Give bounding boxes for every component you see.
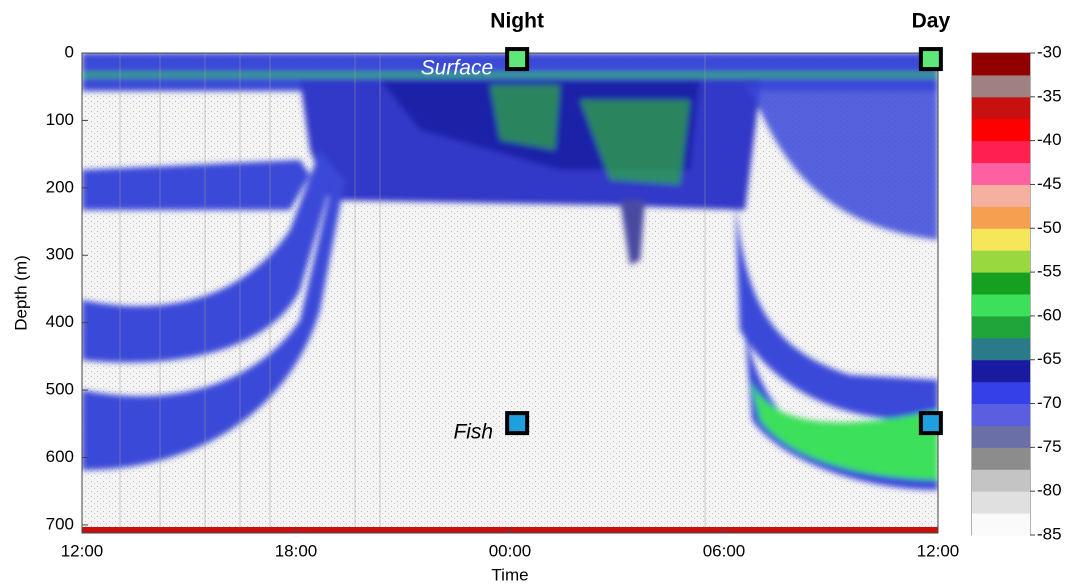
colorbar-swatch — [972, 513, 1030, 536]
colorbar-swatch — [972, 403, 1030, 426]
y-tick-label: 300 — [46, 245, 74, 264]
colorbar-tick-label: -40 — [1037, 130, 1062, 149]
colorbar-swatch — [972, 359, 1030, 383]
marker — [918, 47, 943, 72]
colorbar-swatch — [972, 469, 1030, 492]
colorbar-swatch — [972, 53, 1030, 76]
marker — [505, 47, 530, 72]
marker — [918, 411, 943, 436]
colorbar-swatch — [972, 272, 1030, 295]
colorbar-swatch — [972, 491, 1030, 514]
colorbar-tick-label: -80 — [1037, 481, 1062, 500]
colorbar-swatch — [972, 294, 1030, 317]
y-tick-label: 400 — [46, 312, 74, 331]
colorbar-tick-label: -45 — [1037, 174, 1062, 193]
x-tick-label: 06:00 — [703, 541, 746, 560]
colorbar-swatch — [972, 315, 1030, 339]
y-tick-label: 500 — [46, 380, 74, 399]
colorbar-tick-label: -65 — [1037, 349, 1062, 368]
colorbar-tick-label: -30 — [1037, 42, 1062, 61]
colorbar-swatch — [972, 206, 1030, 229]
colorbar-swatch — [972, 425, 1030, 448]
y-tick-label: 700 — [46, 514, 74, 533]
x-axis-label: Time — [491, 565, 528, 584]
y-tick-label: 200 — [46, 177, 74, 196]
colorbar-tick-label: -60 — [1037, 305, 1062, 324]
y-axis-label: Depth (m) — [11, 255, 30, 331]
colorbar-tick-label: -55 — [1037, 262, 1062, 281]
colorbar-tick-label: -75 — [1037, 437, 1062, 456]
colorbar-swatch — [972, 162, 1030, 185]
x-tick-label: 12:00 — [61, 541, 104, 560]
marker — [505, 411, 530, 436]
echogram-image — [82, 53, 938, 533]
y-tick-label: 600 — [46, 447, 74, 466]
colorbar-swatch — [972, 228, 1030, 251]
period-label: Day — [912, 10, 951, 33]
colorbar-swatch — [972, 447, 1030, 470]
colorbar-tick-label: -70 — [1037, 393, 1062, 412]
x-tick-label: 18:00 — [275, 541, 318, 560]
colorbar-swatch — [972, 74, 1030, 98]
marker-label: Surface — [421, 57, 493, 80]
colorbar-tick-label: -50 — [1037, 218, 1062, 237]
y-tick-label: 100 — [46, 110, 74, 129]
colorbar-tick-label: -85 — [1037, 524, 1062, 543]
colorbar-swatch — [972, 381, 1030, 405]
colorbar-tick-label: -35 — [1037, 86, 1062, 105]
y-tick-label: 0 — [65, 42, 74, 61]
colorbar-swatch — [972, 140, 1030, 164]
x-tick-label: 00:00 — [489, 541, 532, 560]
marker-label: Fish — [453, 421, 493, 444]
x-tick-label: 12:00 — [917, 541, 960, 560]
colorbar-swatch — [972, 96, 1030, 120]
colorbar-swatch — [972, 118, 1030, 142]
colorbar-swatch — [972, 337, 1030, 361]
period-label: Night — [490, 10, 544, 33]
colorbar-swatch — [972, 184, 1030, 207]
colorbar-swatch — [972, 250, 1030, 273]
